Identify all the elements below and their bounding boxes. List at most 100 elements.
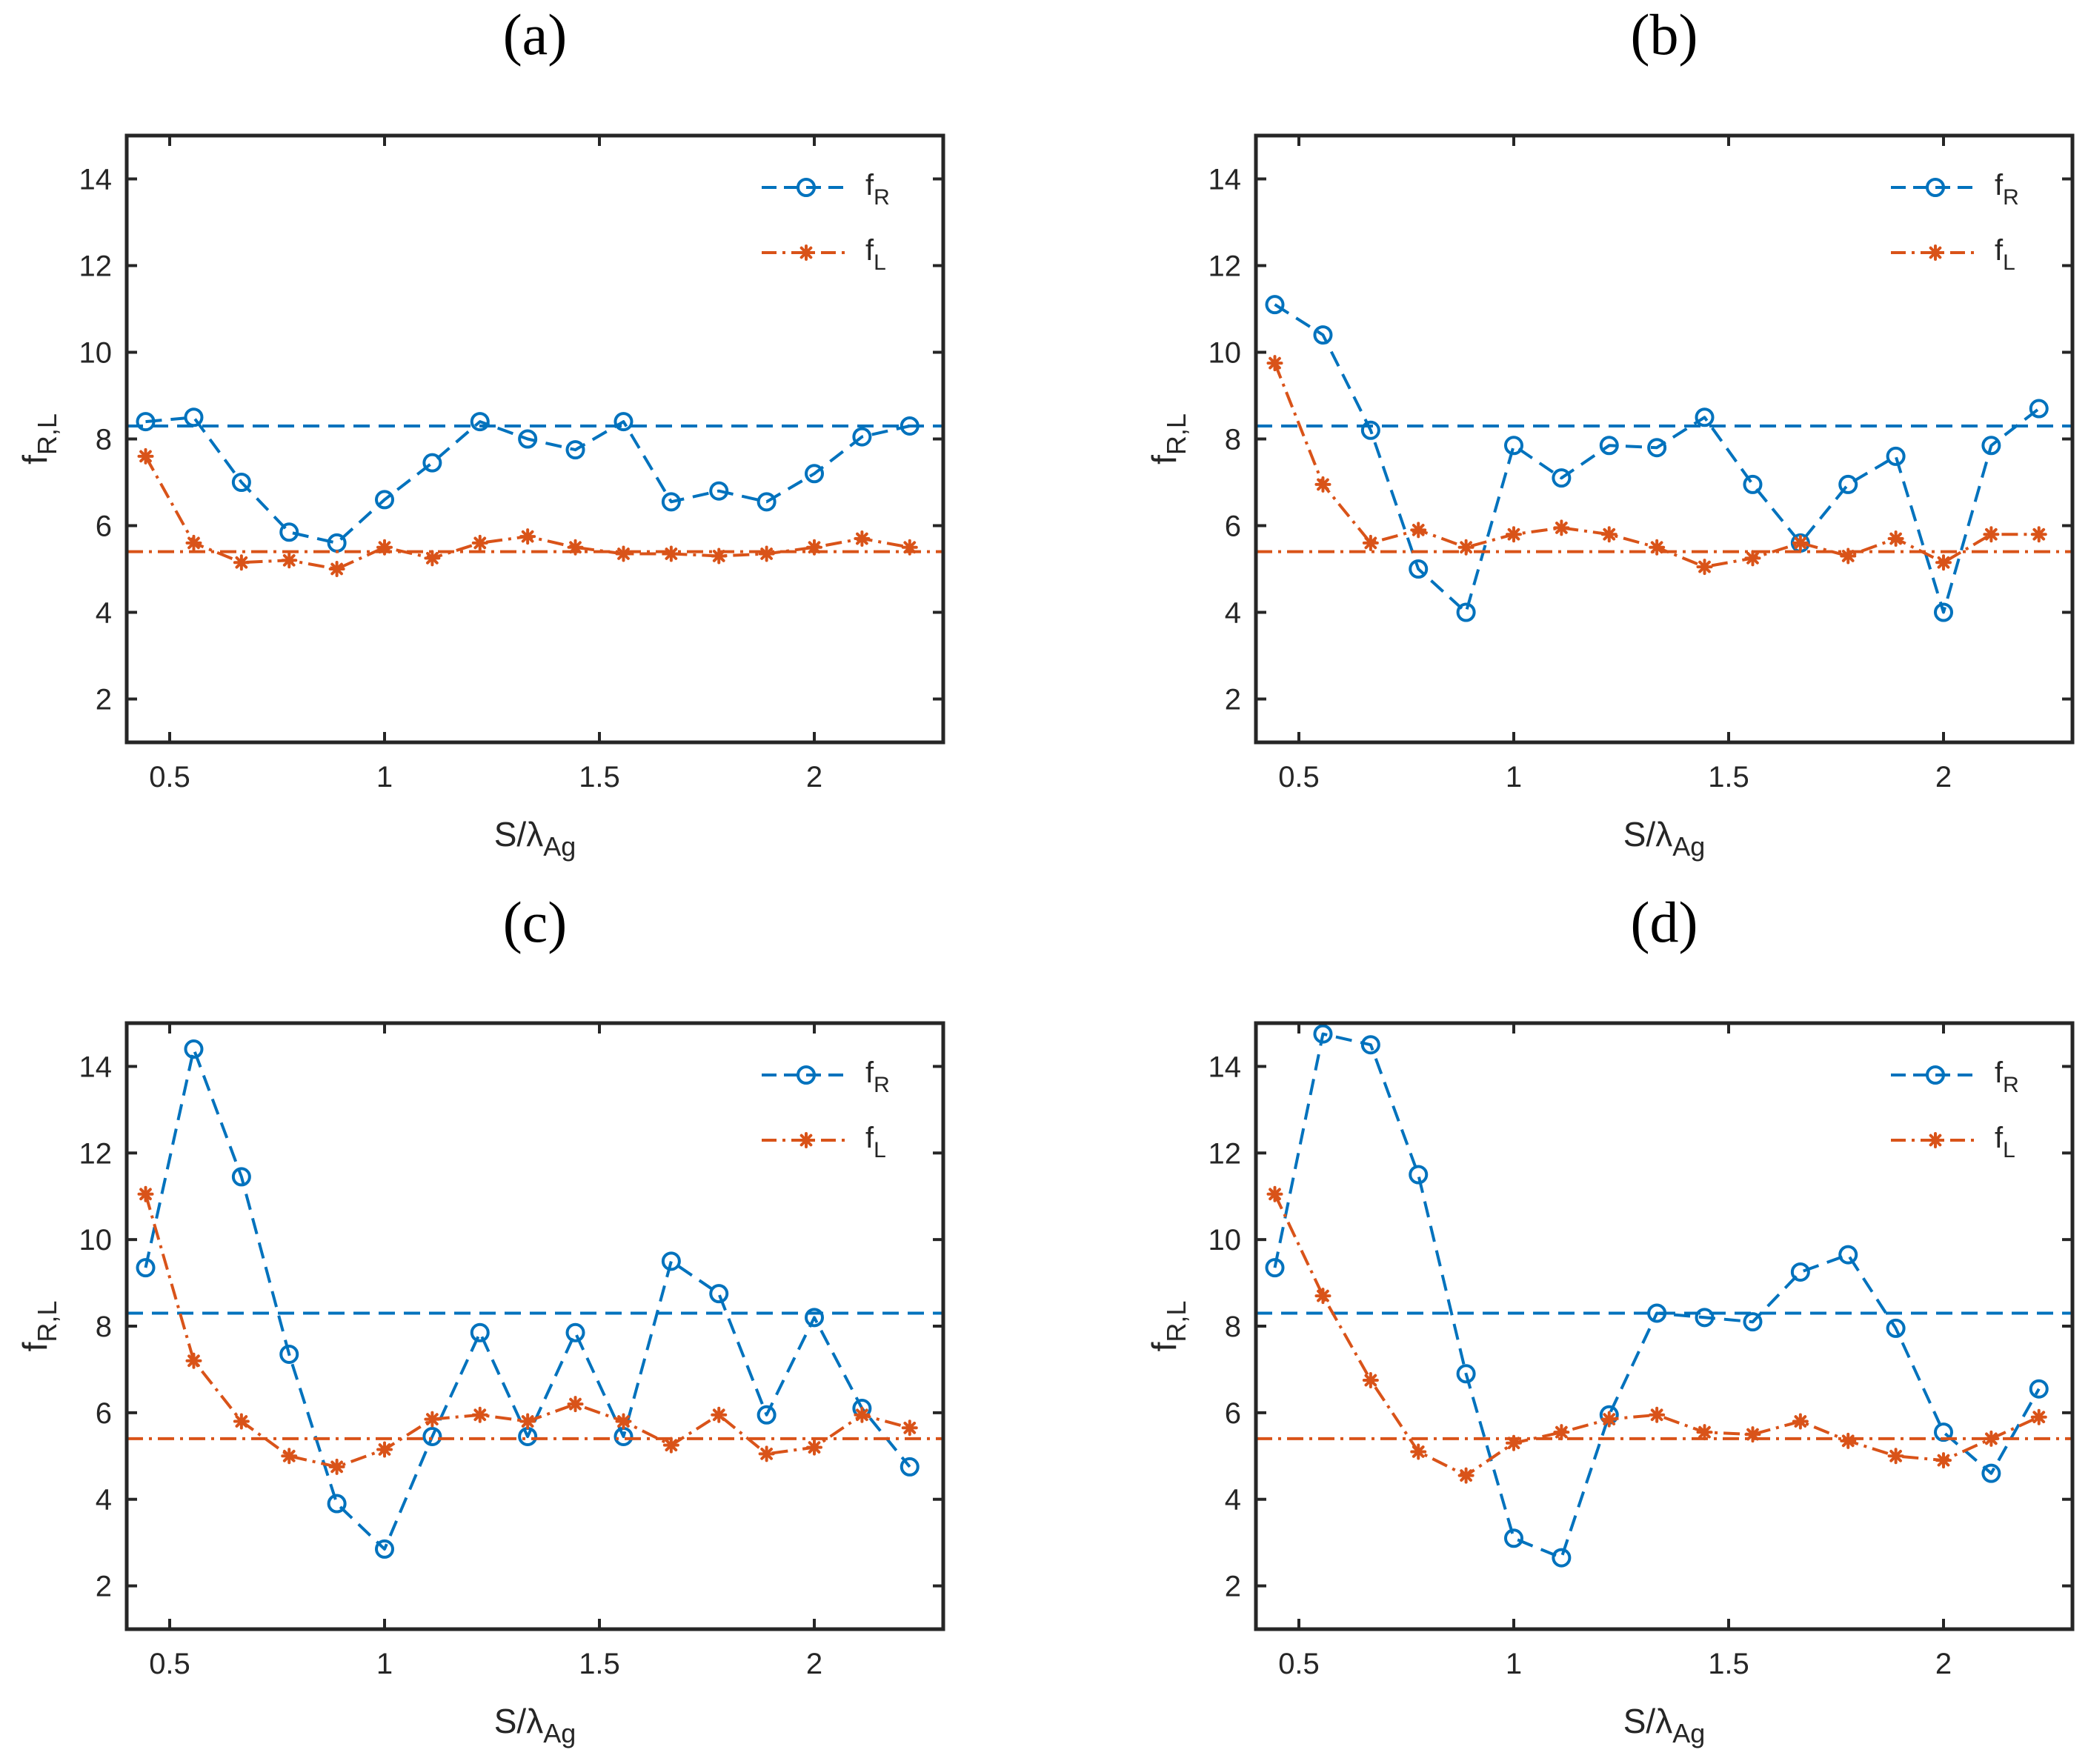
series-fR-point	[565, 440, 585, 460]
y-tick-label: 8	[1225, 424, 1241, 456]
y-axis-label-main: f	[16, 455, 54, 465]
series-fR-point	[1838, 474, 1858, 494]
series-fR-point	[1504, 1528, 1523, 1548]
y-tick-label: 2	[96, 1571, 112, 1603]
legend-label-fL-sub: L	[2003, 1138, 2015, 1162]
series-fR-point	[1790, 1262, 1810, 1282]
legend-label-fR-main: f	[865, 169, 874, 202]
series-fL-point	[137, 447, 154, 465]
series-fL-point	[567, 1396, 584, 1413]
x-axis-label-main: S/λ	[494, 815, 543, 853]
series-fL-point	[758, 545, 775, 562]
plot-area	[127, 1023, 943, 1629]
series-fR-point	[1360, 420, 1380, 440]
series-fR-point	[1695, 1308, 1715, 1328]
y-axis-label: fR,L	[16, 1301, 62, 1352]
x-axis-label: S/λAg	[494, 1702, 576, 1748]
x-tick-label: 0.5	[149, 761, 190, 793]
x-axis-label: S/λAg	[1623, 815, 1706, 862]
series-fL-point	[901, 1419, 918, 1437]
legend-label-fL: fL	[865, 234, 886, 275]
series-fR-line	[1273, 1032, 2041, 1560]
series-fR-point	[1647, 1303, 1667, 1323]
series-fL-point	[1983, 1430, 2000, 1447]
series-fL-point	[662, 545, 679, 562]
x-axis-label-main: S/λ	[1623, 1702, 1672, 1740]
series-fR-point	[231, 1167, 251, 1187]
y-tick-label: 2	[1225, 1571, 1241, 1603]
series-fL-point	[1362, 1372, 1379, 1389]
series-fR-point	[1838, 1245, 1858, 1265]
y-tick-label: 6	[96, 1397, 112, 1430]
series-fL-point	[376, 539, 393, 556]
series-fL-point	[471, 1406, 488, 1423]
y-tick-label: 14	[1208, 1051, 1242, 1083]
x-tick-label: 2	[1935, 761, 1952, 793]
series-fR-point	[1360, 1035, 1380, 1055]
series-fR-point	[1456, 602, 1476, 622]
series-fL-point	[328, 1458, 345, 1475]
x-tick-label: 2	[1935, 1648, 1952, 1680]
series-fR-point	[1647, 438, 1667, 458]
y-tick-label: 4	[1225, 597, 1241, 630]
panel-title: (b)	[1631, 2, 1698, 67]
series-fR-point	[1552, 468, 1572, 488]
legend-label-fR-sub: R	[2003, 185, 2019, 210]
series-fL-point	[1887, 530, 1904, 547]
series-fL-point	[1410, 522, 1427, 539]
legend-label-fR: fR	[1995, 169, 2019, 210]
x-tick-label: 1.5	[1708, 761, 1749, 793]
series-fR-point	[1409, 559, 1429, 579]
series-fL-point	[281, 1448, 298, 1465]
y-axis-label-main: f	[16, 1342, 54, 1351]
y-axis-label-sub: R,L	[1161, 413, 1191, 455]
series-fR-point	[900, 1457, 920, 1477]
series-fR-point	[1313, 325, 1333, 345]
data-layer	[1256, 295, 2072, 622]
y-tick-label: 14	[79, 164, 113, 196]
series-fL-point	[567, 539, 584, 556]
series-fR-point	[1265, 1258, 1285, 1278]
series-fL-point	[1840, 547, 1857, 565]
legend-marker-fR	[797, 1065, 816, 1085]
panel-title: (a)	[503, 2, 568, 67]
x-axis-label-main: S/λ	[494, 1702, 543, 1740]
legend-label-fR-sub: R	[874, 185, 890, 210]
x-tick-label: 1	[376, 1648, 393, 1680]
y-tick-label: 14	[1208, 164, 1242, 196]
legend-label-fL-sub: L	[2003, 250, 2015, 275]
legend-label-fR-main: f	[865, 1056, 874, 1089]
series-fR-point	[184, 407, 204, 427]
panel-title: (d)	[1631, 890, 1698, 954]
legend-label-fR-main: f	[1995, 169, 2004, 202]
legend-label-fR-sub: R	[874, 1073, 890, 1097]
series-fL-point	[1649, 1406, 1666, 1423]
series-fL-point	[615, 1413, 632, 1430]
series-fR-point	[1552, 1548, 1572, 1568]
data-layer	[127, 407, 943, 577]
series-fL-point	[1506, 1434, 1522, 1451]
series-fL-point	[328, 561, 345, 577]
y-axis-label-group: fR,L	[1145, 413, 1191, 465]
series-fL-point	[1457, 539, 1474, 556]
legend-label-fR: fR	[865, 169, 890, 210]
legend-marker-fR	[1926, 1065, 1945, 1085]
y-tick-label: 8	[96, 424, 112, 456]
series-fL-point	[137, 1185, 154, 1202]
series-fL-point	[1362, 534, 1379, 551]
series-fR-point	[231, 473, 251, 492]
series-fL-point	[615, 545, 632, 562]
series-fL-point	[1792, 1413, 1809, 1430]
series-fL-point	[1935, 1452, 1952, 1469]
series-fR-point	[1504, 436, 1523, 456]
series-fL-point	[424, 550, 441, 567]
legend-marker-fL	[798, 1132, 814, 1148]
series-fR-point	[1409, 1165, 1429, 1185]
series-fL-point	[1506, 526, 1522, 543]
legend-marker-fL	[1927, 1132, 1944, 1148]
legend-label-fL-main: f	[865, 1122, 874, 1154]
legend-marker-fR	[1926, 178, 1945, 197]
